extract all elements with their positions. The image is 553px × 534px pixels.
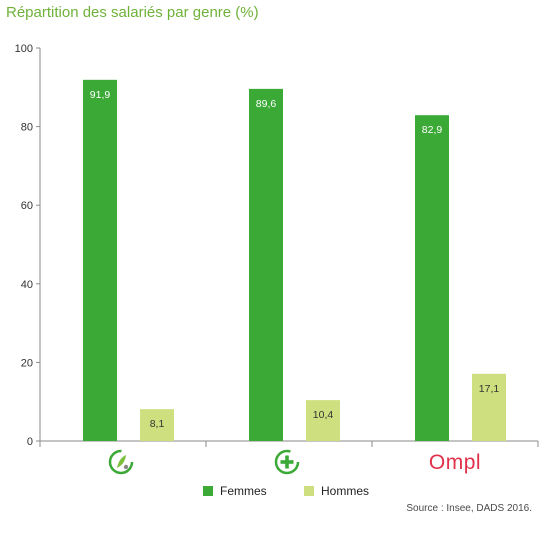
data-label-femmes-3: 82,9 xyxy=(422,124,443,136)
plus-circle-ring xyxy=(274,449,300,475)
data-label-hommes-2: 10,4 xyxy=(313,409,334,421)
ompl-logo: Ompl xyxy=(429,451,481,474)
leaf-shape xyxy=(117,455,126,468)
y-tick-label: 20 xyxy=(21,357,33,369)
source-note: Source : Insee, DADS 2016. xyxy=(406,503,532,514)
bar-hommes-1 xyxy=(140,409,174,441)
bar-femmes-2 xyxy=(249,88,283,441)
y-tick-label: 60 xyxy=(21,200,33,212)
legend-item-hommes: Hommes xyxy=(304,484,369,498)
bar-hommes-2 xyxy=(306,400,340,441)
chart-title: Répartition des salariés par genre (%) xyxy=(6,4,259,21)
y-tick-label: 40 xyxy=(21,279,33,291)
legend-label-hommes: Hommes xyxy=(321,484,370,498)
legend-label-femmes: Femmes xyxy=(220,484,267,498)
legend-item-femmes: Femmes xyxy=(203,484,267,498)
y-tick-label: 100 xyxy=(15,43,33,55)
data-label-hommes-3: 17,1 xyxy=(479,383,500,395)
chart-bars: 91,9 89,6 82,9 8,1 10,4 17,1 xyxy=(83,79,506,441)
data-label-femmes-2: 89,6 xyxy=(256,98,277,110)
chart-axes: 0 20 40 60 80 100 xyxy=(15,43,539,448)
category-logos: Ompl xyxy=(108,449,481,475)
data-label-femmes-1: 91,9 xyxy=(90,89,111,101)
bar-hommes-3 xyxy=(472,373,506,441)
leaf-circle-icon xyxy=(108,449,134,475)
plus-circle-icon xyxy=(274,449,300,475)
leaf-circle-ring xyxy=(108,449,134,475)
bar-femmes-1 xyxy=(83,79,117,441)
legend-swatch-hommes xyxy=(304,486,314,496)
y-tick-label: 80 xyxy=(21,122,33,134)
legend-swatch-femmes xyxy=(203,486,213,496)
data-label-hommes-1: 8,1 xyxy=(150,418,165,430)
leaf-dot xyxy=(123,464,129,470)
plus-horizontal xyxy=(280,460,294,464)
bar-femmes-3 xyxy=(415,115,449,441)
y-tick-label: 0 xyxy=(27,436,33,448)
